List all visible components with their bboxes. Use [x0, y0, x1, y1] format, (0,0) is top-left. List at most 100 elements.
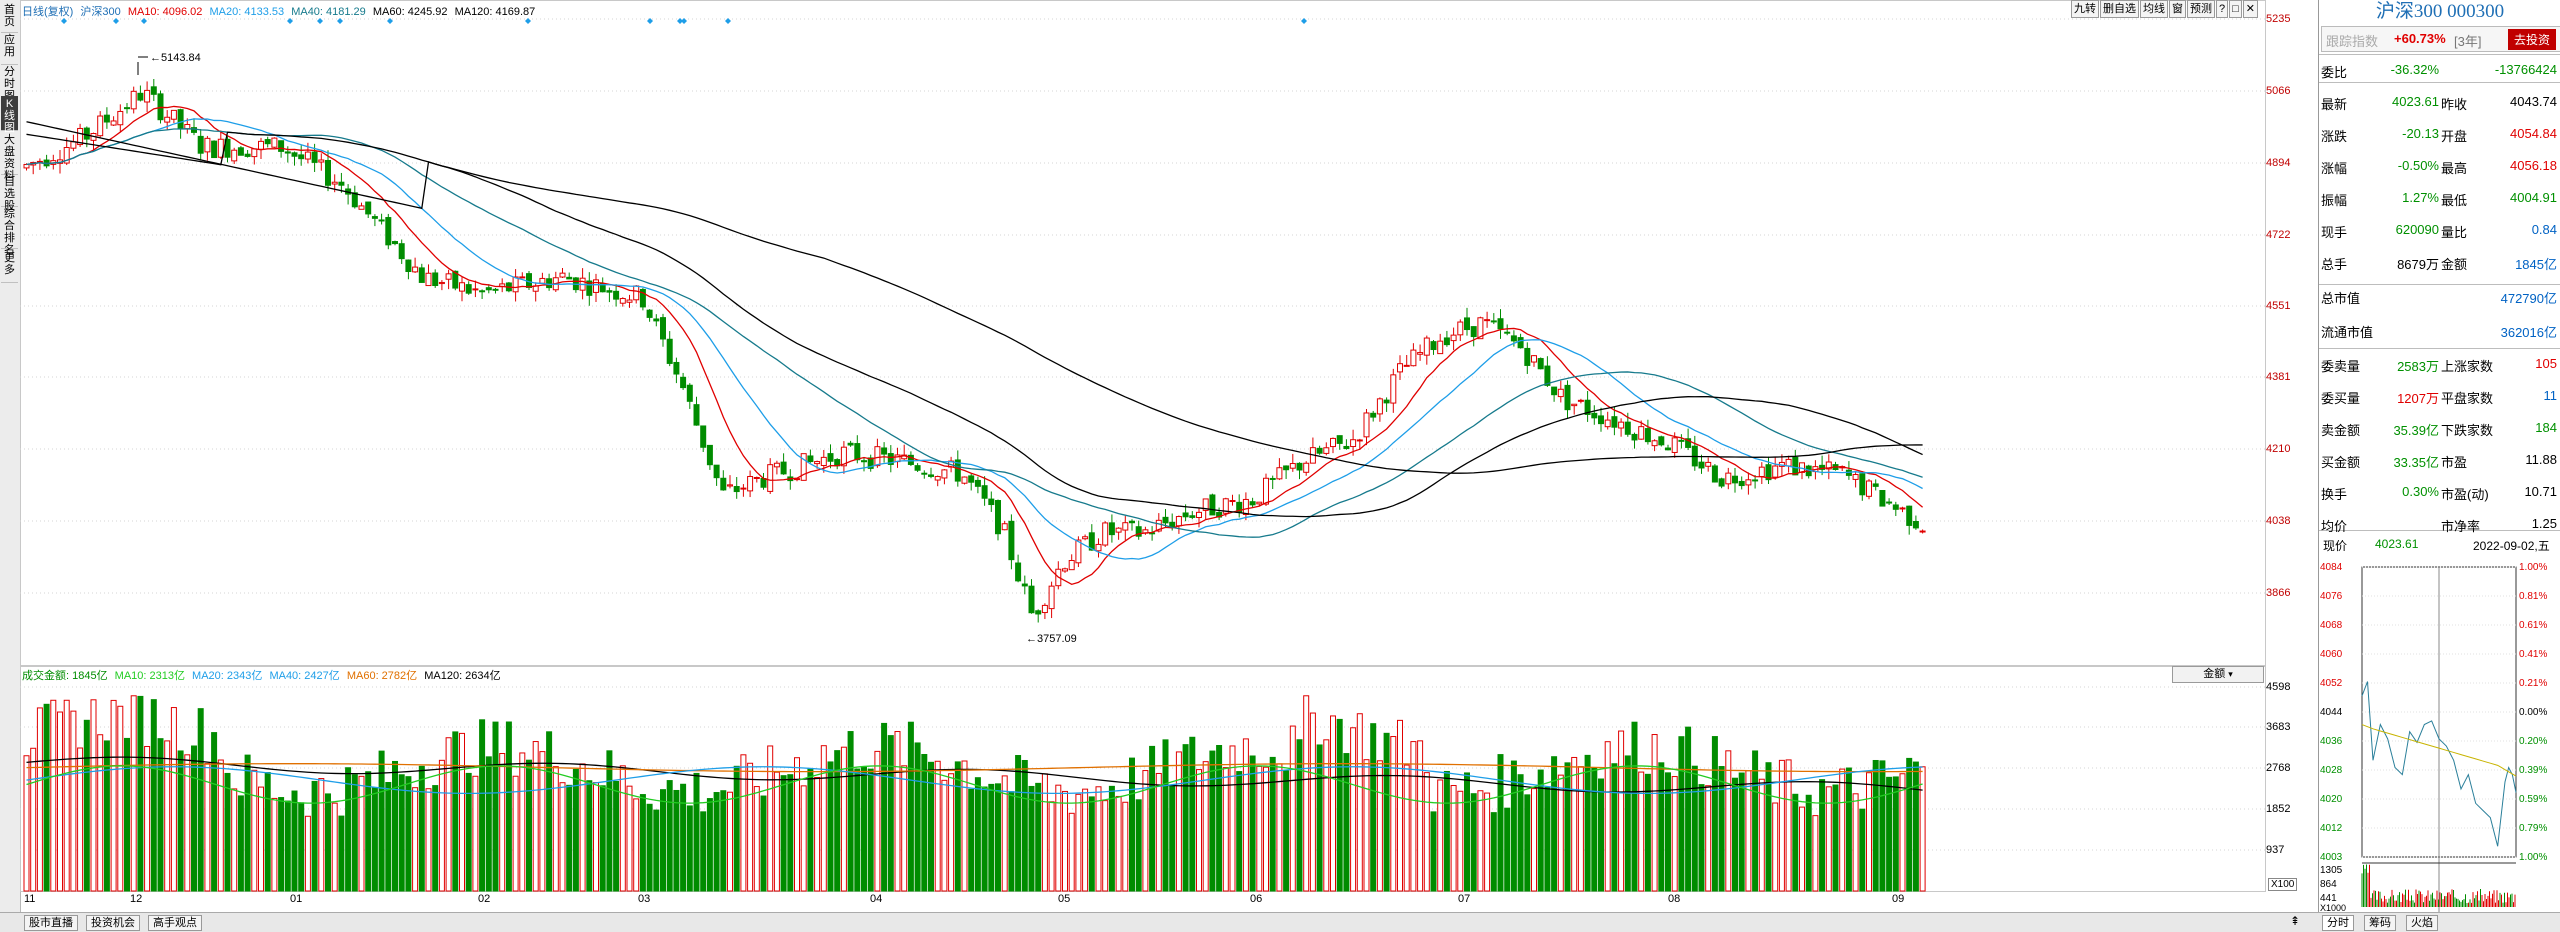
candle-body — [1075, 539, 1082, 564]
close-icon[interactable]: ✕ — [2242, 0, 2258, 18]
tab-intraday[interactable]: 分时 — [2322, 915, 2354, 931]
candle-body — [613, 290, 620, 300]
candle-body — [1752, 479, 1759, 482]
divider — [2319, 348, 2560, 349]
candle-body — [1765, 464, 1772, 481]
candle-body — [1738, 480, 1745, 487]
mini-right-tick: 0.61% — [2519, 620, 2547, 631]
volume-bar — [378, 750, 385, 892]
remove-watchlist-button[interactable]: 删自选 — [2100, 0, 2139, 18]
tab-kline[interactable]: K线图 — [1, 96, 18, 134]
candle-body — [1417, 352, 1424, 355]
volume-bar — [974, 777, 981, 892]
volume-bar — [606, 750, 613, 892]
window-button[interactable]: 窗 — [2169, 0, 2186, 18]
candle-body — [546, 278, 553, 289]
volume-bar — [217, 759, 224, 892]
ma60-line — [26, 131, 1923, 518]
volume-bar — [318, 778, 325, 892]
chevron-down-icon: ▾ — [2228, 669, 2233, 679]
candle-body — [164, 116, 171, 123]
volume-bar — [539, 751, 546, 892]
volume-bar — [1423, 772, 1430, 892]
event-diamond — [681, 18, 687, 24]
candle-body — [881, 447, 888, 455]
tab-market-info[interactable]: 大盘资料 — [1, 132, 18, 182]
kline-chart[interactable]: ←5143.84 ←3757.09 — [20, 0, 2318, 912]
candle-body — [1624, 421, 1631, 435]
volume-bar — [271, 797, 278, 892]
tab-flame[interactable]: 火焰 — [2406, 915, 2438, 931]
tracking-pct: +60.73% — [2394, 31, 2446, 46]
candle-body — [1356, 439, 1363, 442]
volume-bar — [30, 747, 37, 892]
candle-body — [1698, 461, 1705, 469]
bottom-bar: 股市直播 投资机会 高手观点 ⇞ — [0, 912, 2320, 932]
tab-home[interactable]: 首页 — [1, 2, 18, 33]
volume-bar — [191, 745, 197, 892]
ma-settings-button[interactable]: 均线 — [2140, 0, 2168, 18]
candle-body — [251, 148, 258, 158]
quote-row: 最新 4023.61 昨收 4043.74 — [2319, 92, 2560, 112]
volume-bar — [1269, 756, 1276, 892]
candle-body — [1108, 522, 1115, 536]
nine-turn-button[interactable]: 九转 — [2071, 0, 2099, 18]
maximize-icon[interactable]: □ — [2229, 0, 2242, 18]
volume-bar — [787, 774, 794, 892]
candle-body — [70, 141, 77, 149]
volume-bar — [110, 699, 117, 892]
candle-body — [465, 284, 472, 294]
candle-body — [566, 276, 573, 280]
volume-bar — [1122, 801, 1129, 892]
volume-type-select[interactable]: 金额 ▾ — [2172, 666, 2264, 683]
candle-body — [619, 298, 626, 304]
candle-body — [1088, 532, 1095, 551]
tab-more[interactable]: 更多 — [1, 250, 18, 283]
price-tick: 4722 — [2266, 229, 2291, 241]
forecast-button[interactable]: 预测 — [2187, 0, 2215, 18]
volume-bar — [1866, 772, 1872, 892]
volume-bar — [921, 753, 928, 892]
intraday-chart[interactable]: 4084 1.00% 4076 0.81% 4068 0.61% 4060 0.41% 4052… — [2318, 555, 2560, 912]
vol-ma20: MA20: 2343亿 — [192, 670, 263, 682]
price-tick: 4894 — [2266, 157, 2291, 169]
quote-value: 4056.18 — [2510, 158, 2557, 173]
candle-body — [773, 462, 780, 468]
tab-chips[interactable]: 筹码 — [2364, 915, 2396, 931]
volume-bar — [1256, 765, 1263, 892]
help-icon[interactable]: ? — [2216, 0, 2229, 18]
pin-icon[interactable]: ⇞ — [2290, 914, 2301, 928]
invest-button[interactable]: 去投资 — [2508, 29, 2557, 50]
candle-body — [680, 376, 687, 389]
quote-row: 换手 0.30% 市盈(动) 10.71 — [2319, 482, 2560, 502]
mini-left-tick: 4020 — [2320, 794, 2343, 805]
quote-label: 委卖量 — [2321, 359, 2361, 374]
candle-body — [1557, 388, 1564, 398]
tab-expert[interactable]: 高手观点 — [148, 915, 202, 931]
tab-apps[interactable]: 应用 — [1, 32, 18, 65]
candle-body — [760, 478, 767, 488]
volume-bar — [740, 754, 747, 892]
candle-body — [1671, 437, 1678, 453]
tab-ranking[interactable]: 综合排名 — [1, 206, 18, 256]
volume-bar — [1551, 756, 1558, 892]
candles — [23, 78, 1926, 623]
tab-live[interactable]: 股市直播 — [24, 915, 78, 931]
volume-bar — [103, 740, 110, 892]
candle-body — [1397, 363, 1403, 373]
mini-left-tick: 4084 — [2320, 562, 2343, 573]
quote-title: 沪深300 000300 — [2375, 1, 2505, 22]
candle-body — [1035, 610, 1042, 615]
candle-body — [1175, 516, 1182, 527]
tab-timeshare[interactable]: 分时图 — [1, 64, 18, 102]
mini-left-tick: 4003 — [2320, 852, 2343, 863]
volume-bar — [767, 745, 774, 892]
tab-watchlist[interactable]: 自选股 — [1, 174, 18, 212]
chart-toolbar: 九转 删自选 均线 窗 预测 ? □ ✕ — [2070, 0, 2258, 18]
candle-body — [840, 446, 847, 467]
candle-body — [1015, 562, 1022, 582]
volume-bar — [1805, 794, 1812, 892]
x-tick: 08 — [1668, 893, 1681, 905]
volume-bar — [1497, 754, 1504, 892]
tab-opportunity[interactable]: 投资机会 — [86, 915, 140, 931]
